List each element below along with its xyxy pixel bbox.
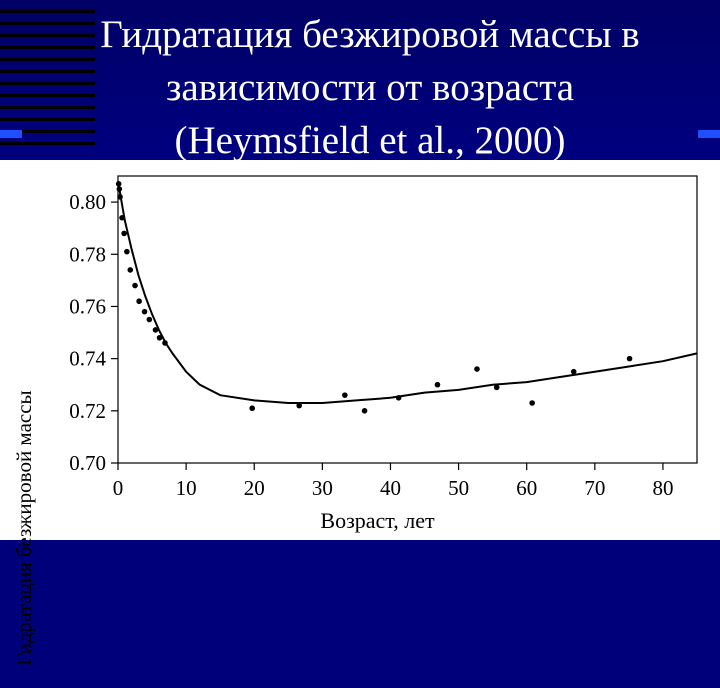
x-tick-label: 40 xyxy=(380,476,401,500)
y-tick-label: 0.76 xyxy=(69,294,106,318)
title-line-2: зависимости от возраста xyxy=(165,66,575,109)
x-tick-label: 80 xyxy=(652,476,673,500)
y-tick-label: 0.72 xyxy=(69,399,106,423)
data-point xyxy=(434,381,441,388)
title-band: Гидратация безжировой массы в зависимост… xyxy=(0,0,720,162)
x-tick-label: 70 xyxy=(584,476,605,500)
data-point xyxy=(395,394,402,401)
data-point xyxy=(146,316,153,323)
plot-panel: 0.70 0.72 0.74 0.76 0.78 0.80 0 10 20 30 40 50 60 70 8… xyxy=(0,160,720,540)
x-axis-label: Возраст, лет xyxy=(320,508,435,533)
data-point xyxy=(117,194,123,200)
title-line-1: Гидратация безжировой массы в xyxy=(100,13,640,56)
data-point xyxy=(152,327,159,333)
data-point xyxy=(121,230,127,237)
data-point xyxy=(626,355,633,362)
decorative-stripes xyxy=(0,10,95,160)
accent-bar-right xyxy=(698,130,720,138)
slide-title: Гидратация безжировой массы в зависимост… xyxy=(60,8,680,167)
data-point xyxy=(249,405,255,412)
x-tick-label: 50 xyxy=(448,476,469,500)
data-point xyxy=(116,186,123,192)
title-line-3: (Heymsfield et al., 2000) xyxy=(174,119,566,162)
y-axis-label: Гидратация безжировой массы xyxy=(12,390,36,666)
data-point xyxy=(474,366,480,372)
data-point xyxy=(132,282,138,289)
x-tick-label: 30 xyxy=(312,476,333,500)
y-tick-label: 0.80 xyxy=(69,190,106,214)
data-point xyxy=(361,408,368,414)
accent-bar-left xyxy=(0,130,22,138)
y-tick-label: 0.70 xyxy=(69,451,106,475)
data-point xyxy=(570,368,577,375)
x-tick-label: 0 xyxy=(113,476,124,500)
y-tick-label: 0.78 xyxy=(69,242,106,266)
fit-curve-line xyxy=(117,181,698,404)
data-point xyxy=(162,340,168,346)
data-point xyxy=(342,392,348,398)
data-point xyxy=(127,267,134,273)
x-tick-label: 60 xyxy=(516,476,537,500)
data-point xyxy=(156,334,163,341)
x-tick-label: 10 xyxy=(176,476,197,500)
data-point xyxy=(296,402,302,409)
data-point xyxy=(124,248,130,255)
data-point xyxy=(115,181,122,187)
data-point xyxy=(529,400,535,406)
scatter-chart: 0.70 0.72 0.74 0.76 0.78 0.80 0 10 20 30 40 50 60 70 8… xyxy=(69,175,698,533)
data-point xyxy=(119,214,125,221)
y-tick-label: 0.74 xyxy=(69,347,106,371)
data-point xyxy=(136,298,142,305)
data-point xyxy=(141,308,148,315)
plot-frame xyxy=(117,175,698,464)
x-tick-label: 20 xyxy=(244,476,265,500)
data-point xyxy=(493,384,500,391)
